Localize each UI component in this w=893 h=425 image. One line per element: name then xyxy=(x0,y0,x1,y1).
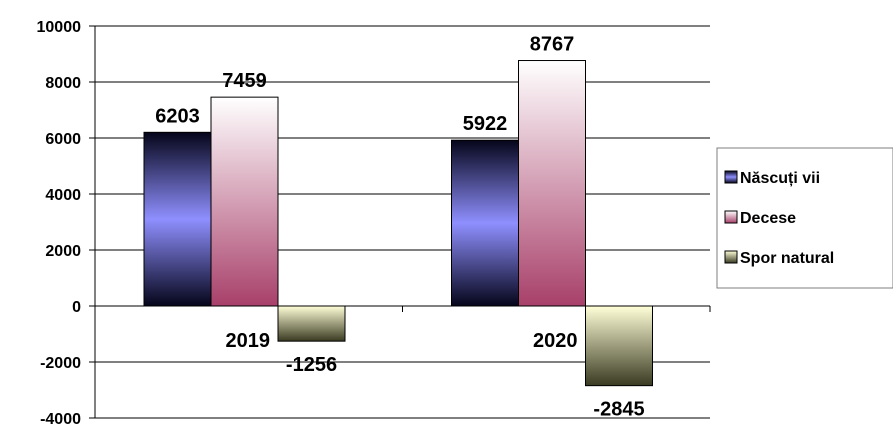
y-tick-label: 10000 xyxy=(37,19,82,36)
legend-swatch xyxy=(724,210,738,224)
bar-spor-natural-2020 xyxy=(585,305,653,387)
y-tick-label: 0 xyxy=(72,299,81,316)
y-tick-label: 8000 xyxy=(45,75,81,92)
bar-n-scu-i-vii-2020 xyxy=(451,139,519,307)
category-label: 2020 xyxy=(533,330,578,352)
data-label: 6203 xyxy=(155,105,200,127)
y-tick-label: -4000 xyxy=(40,411,81,425)
axes xyxy=(89,25,711,419)
bar-decese-2019 xyxy=(210,96,279,307)
legend-swatch xyxy=(724,250,738,264)
y-tick-label: -2000 xyxy=(40,355,81,372)
legend-box xyxy=(716,147,893,289)
data-label: 7459 xyxy=(222,70,267,92)
data-label: -1256 xyxy=(286,354,337,376)
data-label: -2845 xyxy=(593,399,644,421)
y-tick-label: 4000 xyxy=(45,187,81,204)
y-tick-label: 6000 xyxy=(45,131,81,148)
y-tick-label: 2000 xyxy=(45,243,81,260)
legend-label: Decese xyxy=(740,210,796,227)
y-axis-ticks: -4000 -2000 0 2000 4000 6000 8000 10000 xyxy=(37,19,82,425)
bar-decese-2020 xyxy=(518,60,586,307)
legend-label: Spor natural xyxy=(740,250,834,267)
category-label: 2019 xyxy=(226,330,271,352)
data-label: 5922 xyxy=(463,113,508,135)
data-label: 8767 xyxy=(530,34,575,56)
category-labels: 2019 2020 xyxy=(226,330,578,352)
bar-n-scu-i-vii-2019 xyxy=(143,131,212,307)
bar-spor-natural-2019 xyxy=(277,305,346,342)
legend-label: Născuți vii xyxy=(740,170,820,187)
legend: Născuți vii Decese Spor natural xyxy=(716,147,893,289)
data-labels: 6203 7459 -1256 5922 8767 -2845 xyxy=(155,34,644,421)
bars xyxy=(143,60,653,387)
legend-swatch xyxy=(724,170,738,184)
